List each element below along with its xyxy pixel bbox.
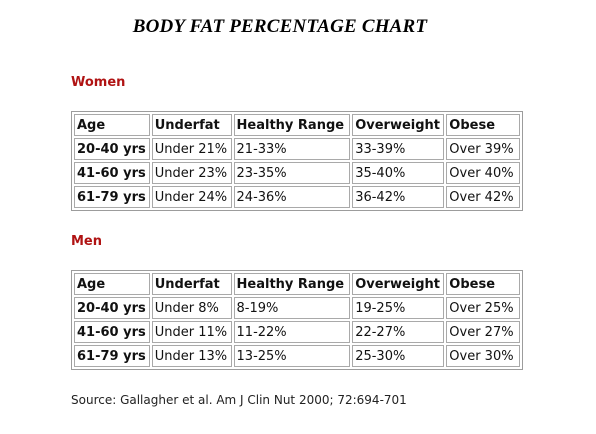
column-header-healthy-range: Healthy Range [233,114,351,136]
age-group-cell: 20-40 yrs [74,297,150,319]
age-group-cell: 61-79 yrs [74,345,150,367]
column-header-obese: Obese [446,114,520,136]
healthy-range-cell: 13-25% [233,345,351,367]
overweight-cell: 33-39% [352,138,445,160]
age-group-cell: 41-60 yrs [74,162,150,184]
men-section-heading: Men [71,234,103,249]
underfat-cell: Under 13% [151,345,232,367]
age-group-cell: 20-40 yrs [74,138,150,160]
column-header-age: Age [74,114,150,136]
column-header-overweight: Overweight [352,273,445,295]
underfat-cell: Under 11% [151,321,232,343]
column-header-overweight: Overweight [352,114,445,136]
source-citation: Source: Gallagher et al. Am J Clin Nut 2… [71,393,407,407]
table-header-row: Age Underfat Healthy Range Overweight Ob… [74,114,520,136]
column-header-underfat: Underfat [151,273,232,295]
healthy-range-cell: 8-19% [233,297,351,319]
table-row: 61-79 yrs Under 13% 13-25% 25-30% Over 3… [74,345,520,367]
table-row: 61-79 yrs Under 24% 24-36% 36-42% Over 4… [74,186,520,208]
obese-cell: Over 30% [446,345,520,367]
table-row: 20-40 yrs Under 8% 8-19% 19-25% Over 25% [74,297,520,319]
overweight-cell: 25-30% [352,345,445,367]
obese-cell: Over 40% [446,162,520,184]
table-row: 20-40 yrs Under 21% 21-33% 33-39% Over 3… [74,138,520,160]
column-header-underfat: Underfat [151,114,232,136]
obese-cell: Over 39% [446,138,520,160]
age-group-cell: 61-79 yrs [74,186,150,208]
overweight-cell: 35-40% [352,162,445,184]
table-row: 41-60 yrs Under 23% 23-35% 35-40% Over 4… [74,162,520,184]
healthy-range-cell: 11-22% [233,321,351,343]
age-group-cell: 41-60 yrs [74,321,150,343]
women-section-heading: Women [71,75,126,90]
obese-cell: Over 42% [446,186,520,208]
underfat-cell: Under 21% [151,138,232,160]
obese-cell: Over 27% [446,321,520,343]
underfat-cell: Under 24% [151,186,232,208]
overweight-cell: 22-27% [352,321,445,343]
table-row: 41-60 yrs Under 11% 11-22% 22-27% Over 2… [74,321,520,343]
underfat-cell: Under 23% [151,162,232,184]
page-title: BODY FAT PERCENTAGE CHART [132,16,428,37]
women-body-fat-table: Age Underfat Healthy Range Overweight Ob… [71,111,523,211]
table-header-row: Age Underfat Healthy Range Overweight Ob… [74,273,520,295]
overweight-cell: 19-25% [352,297,445,319]
column-header-obese: Obese [446,273,520,295]
men-body-fat-table: Age Underfat Healthy Range Overweight Ob… [71,270,523,370]
column-header-healthy-range: Healthy Range [233,273,351,295]
overweight-cell: 36-42% [352,186,445,208]
column-header-age: Age [74,273,150,295]
obese-cell: Over 25% [446,297,520,319]
healthy-range-cell: 21-33% [233,138,351,160]
healthy-range-cell: 23-35% [233,162,351,184]
underfat-cell: Under 8% [151,297,232,319]
healthy-range-cell: 24-36% [233,186,351,208]
